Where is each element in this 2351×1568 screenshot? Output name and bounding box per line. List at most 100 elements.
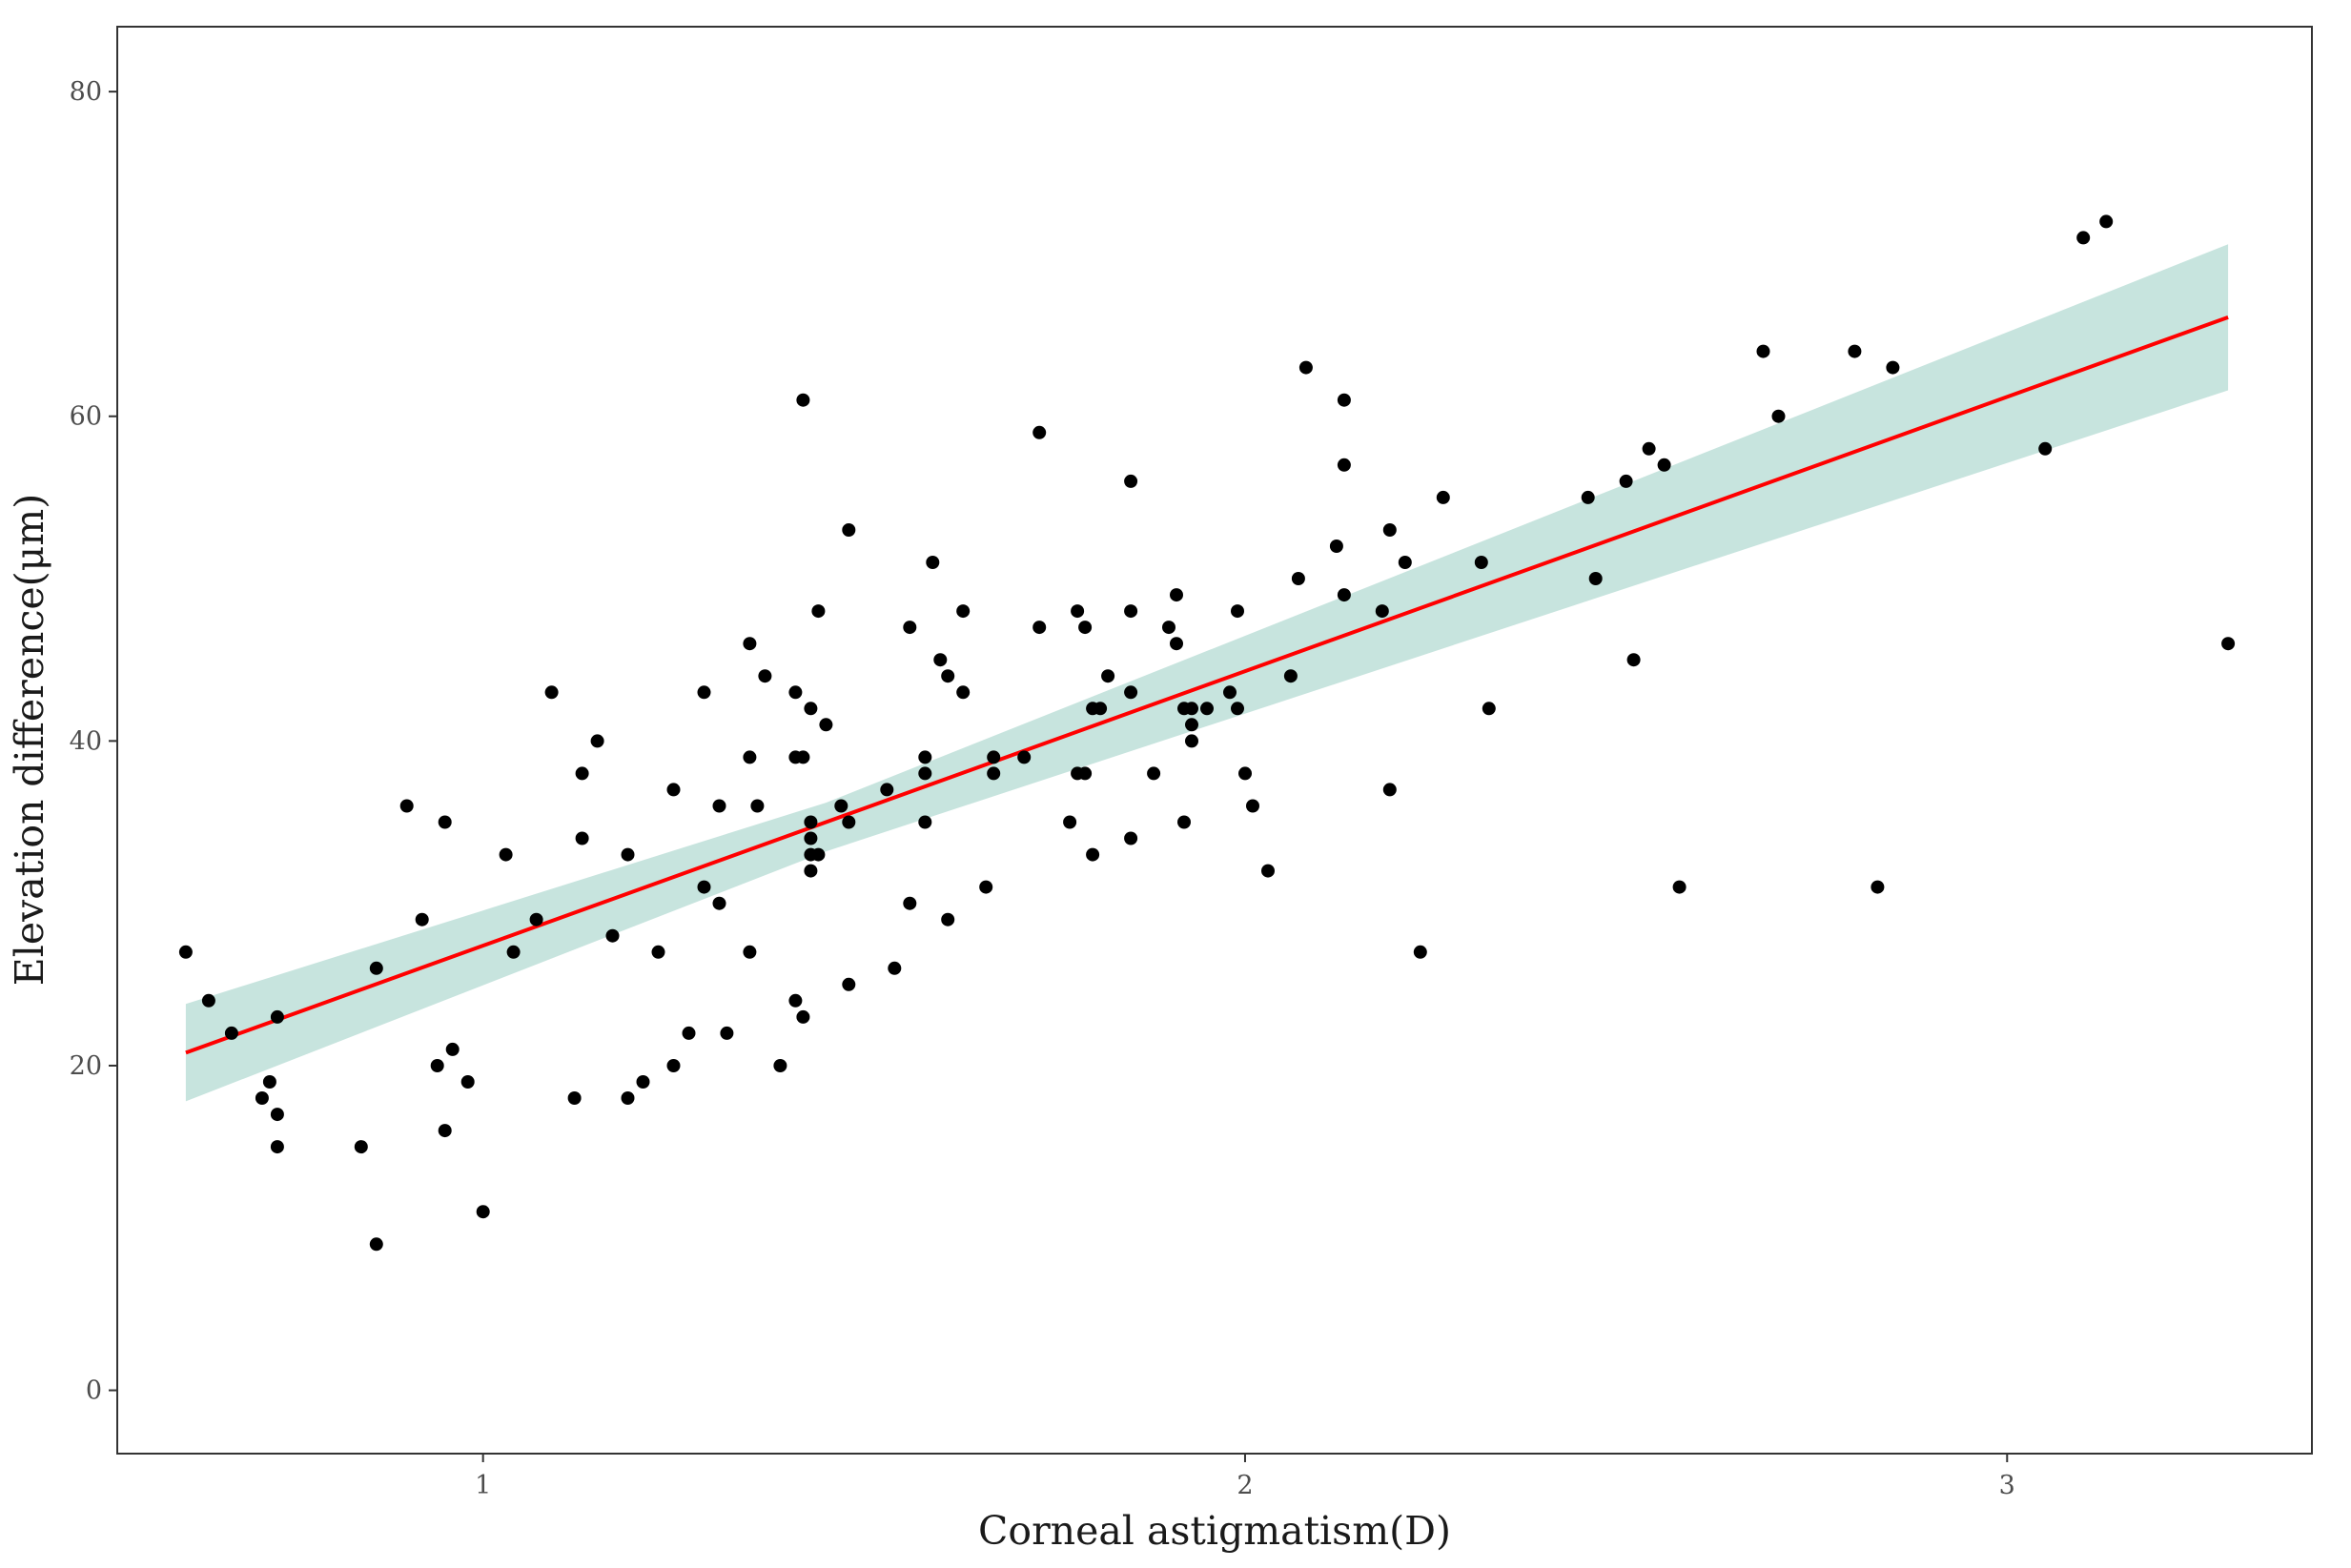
data-point bbox=[224, 1026, 238, 1040]
data-point bbox=[1170, 588, 1183, 602]
data-point bbox=[1581, 490, 1595, 504]
data-point bbox=[270, 1108, 284, 1122]
data-point bbox=[743, 750, 757, 764]
data-point bbox=[590, 734, 604, 748]
data-point bbox=[720, 1026, 734, 1040]
x-tick-label: 3 bbox=[1999, 1471, 2015, 1500]
data-point bbox=[697, 880, 711, 894]
data-point bbox=[1032, 621, 1047, 635]
y-tick-label: 40 bbox=[70, 726, 102, 756]
data-point bbox=[1298, 360, 1313, 375]
data-point bbox=[399, 799, 414, 813]
data-point bbox=[712, 799, 726, 813]
data-point bbox=[788, 993, 803, 1008]
data-point bbox=[1398, 556, 1412, 569]
data-point bbox=[1124, 604, 1138, 619]
data-point bbox=[773, 1059, 787, 1072]
x-tick-label: 2 bbox=[1237, 1471, 1253, 1500]
data-point bbox=[933, 653, 948, 667]
data-point bbox=[1246, 799, 1259, 813]
data-point bbox=[621, 847, 635, 862]
data-point bbox=[529, 912, 543, 927]
data-point bbox=[1177, 815, 1191, 829]
data-point bbox=[1094, 702, 1108, 716]
data-point bbox=[262, 1075, 276, 1089]
data-point bbox=[476, 1205, 490, 1219]
data-point bbox=[1756, 344, 1770, 358]
data-point bbox=[842, 977, 856, 991]
data-point bbox=[750, 799, 765, 813]
data-point bbox=[567, 1091, 582, 1105]
data-point bbox=[1337, 458, 1351, 472]
data-point bbox=[369, 961, 383, 975]
data-point bbox=[369, 1237, 383, 1252]
data-point bbox=[1063, 815, 1077, 829]
data-point bbox=[651, 945, 665, 959]
data-point bbox=[1337, 393, 1351, 407]
data-point bbox=[1283, 669, 1298, 683]
data-point bbox=[804, 864, 818, 878]
data-point bbox=[1200, 702, 1214, 716]
data-point bbox=[506, 945, 521, 959]
data-point bbox=[1436, 490, 1450, 504]
data-point bbox=[1382, 523, 1397, 537]
data-point bbox=[499, 847, 513, 862]
y-axis-title: Elevation difference(μm) bbox=[7, 494, 52, 986]
data-point bbox=[1185, 734, 1198, 748]
data-point bbox=[605, 928, 620, 943]
data-point bbox=[804, 831, 818, 845]
data-point bbox=[1185, 718, 1198, 732]
data-point bbox=[788, 685, 803, 700]
data-point bbox=[811, 604, 826, 619]
data-point bbox=[575, 831, 589, 845]
data-point bbox=[842, 523, 856, 537]
data-point bbox=[796, 393, 810, 407]
data-point bbox=[1078, 766, 1093, 781]
fit-line-layer bbox=[185, 315, 2229, 1055]
data-point bbox=[1231, 702, 1244, 716]
y-tick-label: 60 bbox=[70, 402, 102, 432]
data-point bbox=[819, 718, 833, 732]
x-axis: 1 2 3 bbox=[475, 1454, 2015, 1500]
data-point bbox=[926, 556, 940, 569]
data-point bbox=[621, 1091, 635, 1105]
data-point bbox=[1238, 766, 1252, 781]
data-point bbox=[1657, 458, 1671, 472]
x-tick-label: 1 bbox=[475, 1471, 491, 1500]
data-point bbox=[956, 604, 971, 619]
data-point bbox=[1032, 425, 1047, 439]
data-point bbox=[1124, 474, 1138, 488]
data-point bbox=[1375, 604, 1389, 619]
data-point bbox=[1642, 441, 1656, 456]
data-point bbox=[666, 783, 681, 797]
data-point bbox=[1619, 474, 1633, 488]
regression-line bbox=[185, 315, 2229, 1055]
data-point bbox=[1413, 945, 1427, 959]
data-point bbox=[1017, 750, 1032, 764]
confidence-band bbox=[185, 244, 2229, 1102]
y-tick-label: 80 bbox=[70, 77, 102, 107]
data-point bbox=[2076, 231, 2091, 245]
data-point bbox=[918, 766, 932, 781]
data-point bbox=[1170, 637, 1183, 651]
data-point bbox=[880, 783, 894, 797]
data-point bbox=[743, 945, 757, 959]
data-point bbox=[1886, 360, 1900, 375]
data-point bbox=[842, 815, 856, 829]
data-point bbox=[796, 750, 810, 764]
data-point bbox=[2038, 441, 2053, 456]
data-point bbox=[636, 1075, 650, 1089]
data-point bbox=[987, 766, 1001, 781]
y-tick-label: 0 bbox=[86, 1376, 102, 1406]
data-point bbox=[1474, 556, 1488, 569]
data-point bbox=[1162, 621, 1176, 635]
data-point bbox=[1124, 685, 1138, 700]
data-point bbox=[956, 685, 971, 700]
data-point bbox=[1185, 702, 1198, 716]
data-point bbox=[758, 669, 772, 683]
data-point bbox=[201, 993, 215, 1008]
data-point bbox=[1147, 766, 1161, 781]
